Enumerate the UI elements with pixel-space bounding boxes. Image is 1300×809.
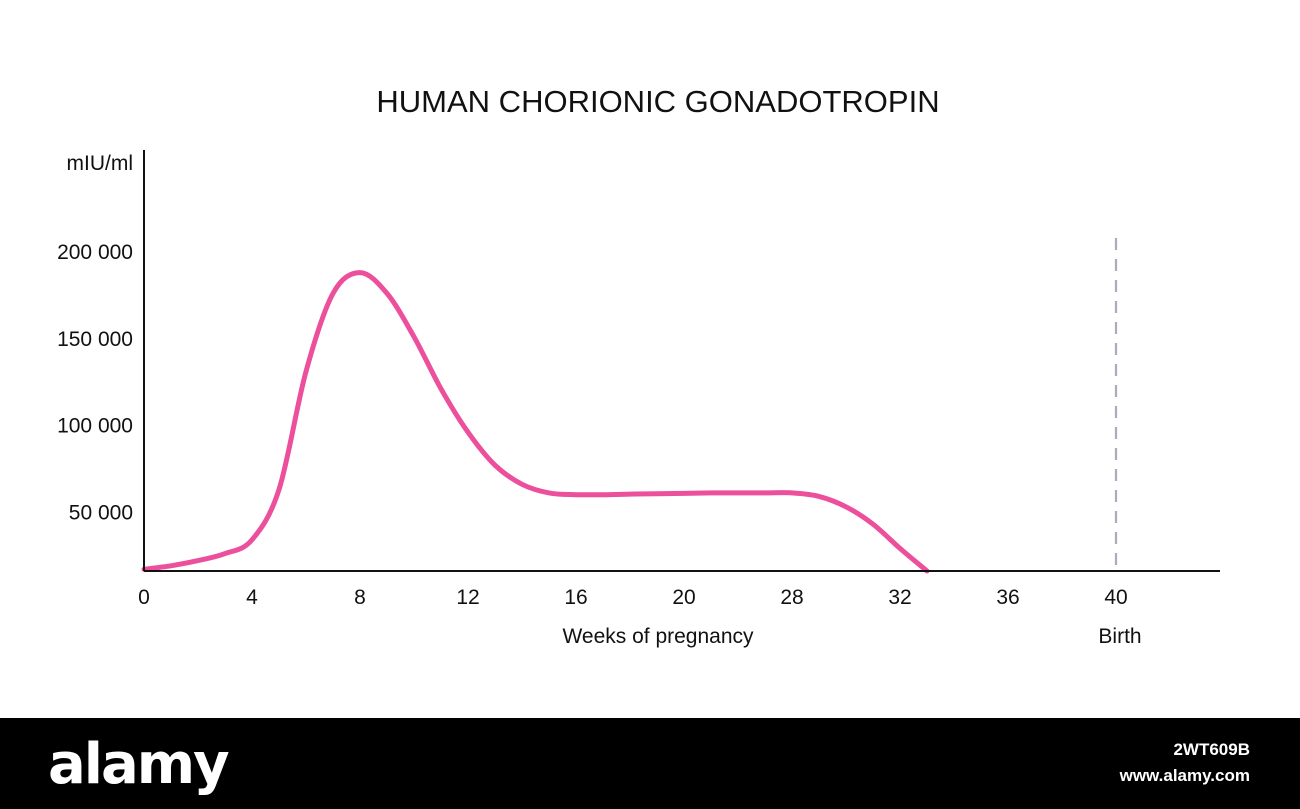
y-tick-labels: 50 000 100 000 150 000 200 000 (57, 241, 133, 524)
site-url: www.alamy.com (1119, 766, 1250, 785)
x-tick-label: 28 (780, 586, 803, 609)
y-tick-label: 100 000 (57, 415, 133, 438)
x-tick-label: 36 (996, 586, 1019, 609)
x-axis-label: Weeks of pregnancy (562, 625, 754, 648)
x-tick-label: 20 (672, 586, 695, 609)
x-tick-label: 4 (246, 586, 258, 609)
brand-logo: alamy (48, 732, 230, 797)
x-tick-label: 40 (1104, 586, 1127, 609)
y-axis-label: mIU/ml (67, 152, 134, 175)
x-tick-label: 0 (138, 586, 150, 609)
y-tick-label: 200 000 (57, 241, 133, 264)
x-tick-label: 16 (564, 586, 587, 609)
y-tick-label: 50 000 (69, 501, 133, 524)
image-id: 2WT609B (1173, 740, 1250, 759)
birth-label: Birth (1098, 625, 1141, 648)
series-line-hcg (141, 270, 930, 574)
chart-figure: HUMAN CHORIONIC GONADOTROPIN mIU/ml Week… (57, 84, 1220, 648)
chart-svg: HUMAN CHORIONIC GONADOTROPIN mIU/ml Week… (57, 84, 1220, 648)
x-tick-label: 12 (456, 586, 479, 609)
x-tick-labels: 0 4 8 12 16 20 28 32 36 40 (138, 586, 1128, 609)
watermark-bar: alamy 2WT609B www.alamy.com (0, 718, 1300, 809)
chart-title: HUMAN CHORIONIC GONADOTROPIN (376, 84, 939, 119)
x-tick-label: 8 (354, 586, 366, 609)
y-tick-label: 150 000 (57, 328, 133, 351)
x-tick-label: 32 (888, 586, 911, 609)
